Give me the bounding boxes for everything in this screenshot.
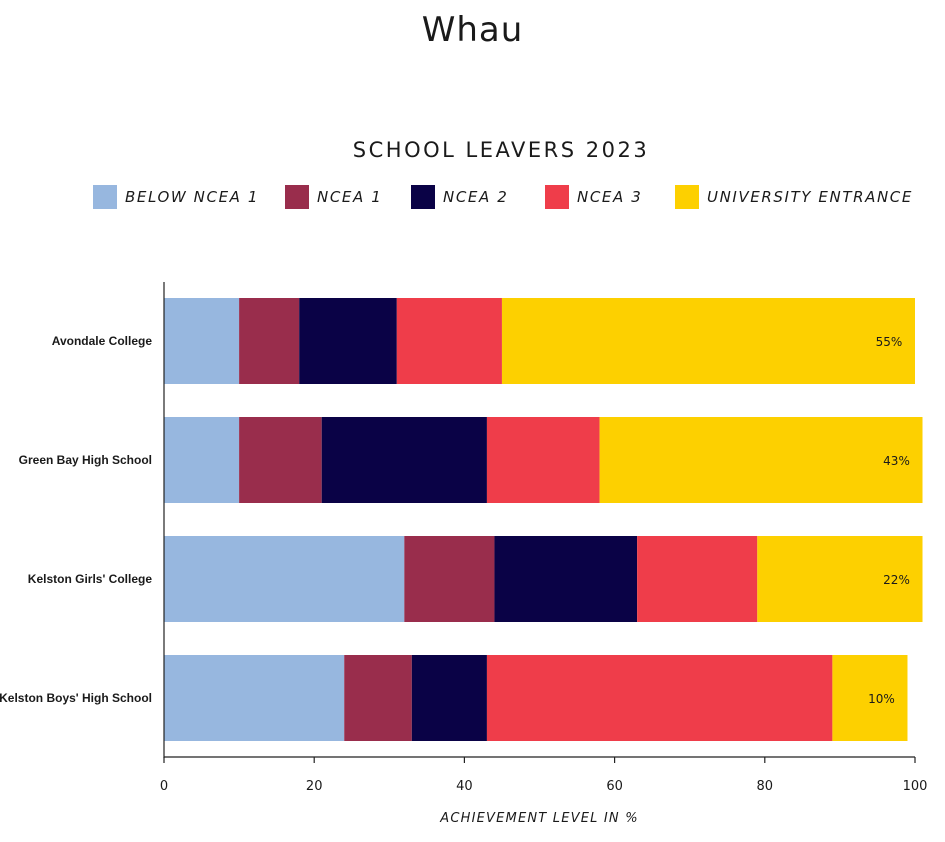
legend-label-ncea-1: NCEA 1 <box>317 188 383 206</box>
legend-item-ncea-3: NCEA 3 <box>545 184 642 210</box>
legend-item-ncea-1: NCEA 1 <box>285 184 382 210</box>
category-label-kelston-girls-college: Kelston Girls' College <box>28 572 153 586</box>
bar-green-bay-high-school-below-ncea-1 <box>164 417 240 503</box>
bar-green-bay-high-school-ncea-3 <box>486 417 600 503</box>
legend-swatch-ncea-3 <box>545 185 569 209</box>
bar-avondale-college-university-entrance <box>501 298 915 384</box>
legend-label-below-ncea-1: BELOW NCEA 1 <box>125 188 260 206</box>
x-tick-label-100: 100 <box>903 779 928 794</box>
bar-avondale-college-ncea-2 <box>299 298 397 384</box>
bar-green-bay-high-school-university-entrance <box>599 417 923 503</box>
category-label-avondale-college: Avondale College <box>52 334 153 348</box>
legend-label-university-entrance: UNIVERSITY ENTRANCE <box>707 188 913 206</box>
bar-green-bay-high-school-ncea-1 <box>239 417 322 503</box>
legend-swatch-ncea-1 <box>285 185 309 209</box>
bar-kelston-girls-college-university-entrance <box>757 536 923 622</box>
category-label-kelston-boys-high-school: Kelston Boys' High School <box>0 691 152 705</box>
bar-avondale-college-ncea-1 <box>239 298 300 384</box>
legend-item-below-ncea-1: BELOW NCEA 1 <box>93 184 259 210</box>
legend: BELOW NCEA 1 NCEA 1 NCEA 2 NCEA 3 UNIVER… <box>0 184 945 210</box>
x-tick-label-80: 80 <box>757 779 774 794</box>
category-label-green-bay-high-school: Green Bay High School <box>19 453 152 467</box>
data-label-green-bay-high-school: 43% <box>883 454 910 468</box>
bar-kelston-girls-college-ncea-2 <box>494 536 638 622</box>
legend-label-ncea-3: NCEA 3 <box>577 188 643 206</box>
bar-avondale-college-below-ncea-1 <box>164 298 240 384</box>
legend-label-ncea-2: NCEA 2 <box>443 188 509 206</box>
bar-kelston-boys-high-school-university-entrance <box>832 655 908 741</box>
data-label-avondale-college: 55% <box>876 335 903 349</box>
bar-kelston-boys-high-school-below-ncea-1 <box>164 655 345 741</box>
page-title: Whau <box>421 10 524 50</box>
chart-title: SCHOOL LEAVERS 2023 <box>352 138 650 162</box>
legend-swatch-ncea-2 <box>411 185 435 209</box>
legend-item-ncea-2: NCEA 2 <box>411 184 508 210</box>
legend-swatch-university-entrance <box>675 185 699 209</box>
bar-green-bay-high-school-ncea-2 <box>321 417 487 503</box>
legend-swatch-below-ncea-1 <box>93 185 117 209</box>
bar-kelston-girls-college-ncea-1 <box>404 536 495 622</box>
bar-kelston-boys-high-school-ncea-2 <box>411 655 487 741</box>
data-label-kelston-boys-high-school: 10% <box>868 692 895 706</box>
bar-kelston-boys-high-school-ncea-3 <box>486 655 833 741</box>
x-tick-label-40: 40 <box>456 779 473 794</box>
legend-item-university-entrance: UNIVERSITY ENTRANCE <box>675 184 913 210</box>
x-axis-title: ACHIEVEMENT LEVEL IN % <box>440 811 639 826</box>
x-tick-label-60: 60 <box>606 779 623 794</box>
bar-avondale-college-ncea-3 <box>396 298 502 384</box>
x-tick-label-20: 20 <box>306 779 323 794</box>
x-tick-label-0: 0 <box>160 779 168 794</box>
bar-kelston-girls-college-below-ncea-1 <box>164 536 405 622</box>
bar-kelston-boys-high-school-ncea-1 <box>344 655 412 741</box>
bar-kelston-girls-college-ncea-3 <box>637 536 758 622</box>
data-label-kelston-girls-college: 22% <box>883 573 910 587</box>
